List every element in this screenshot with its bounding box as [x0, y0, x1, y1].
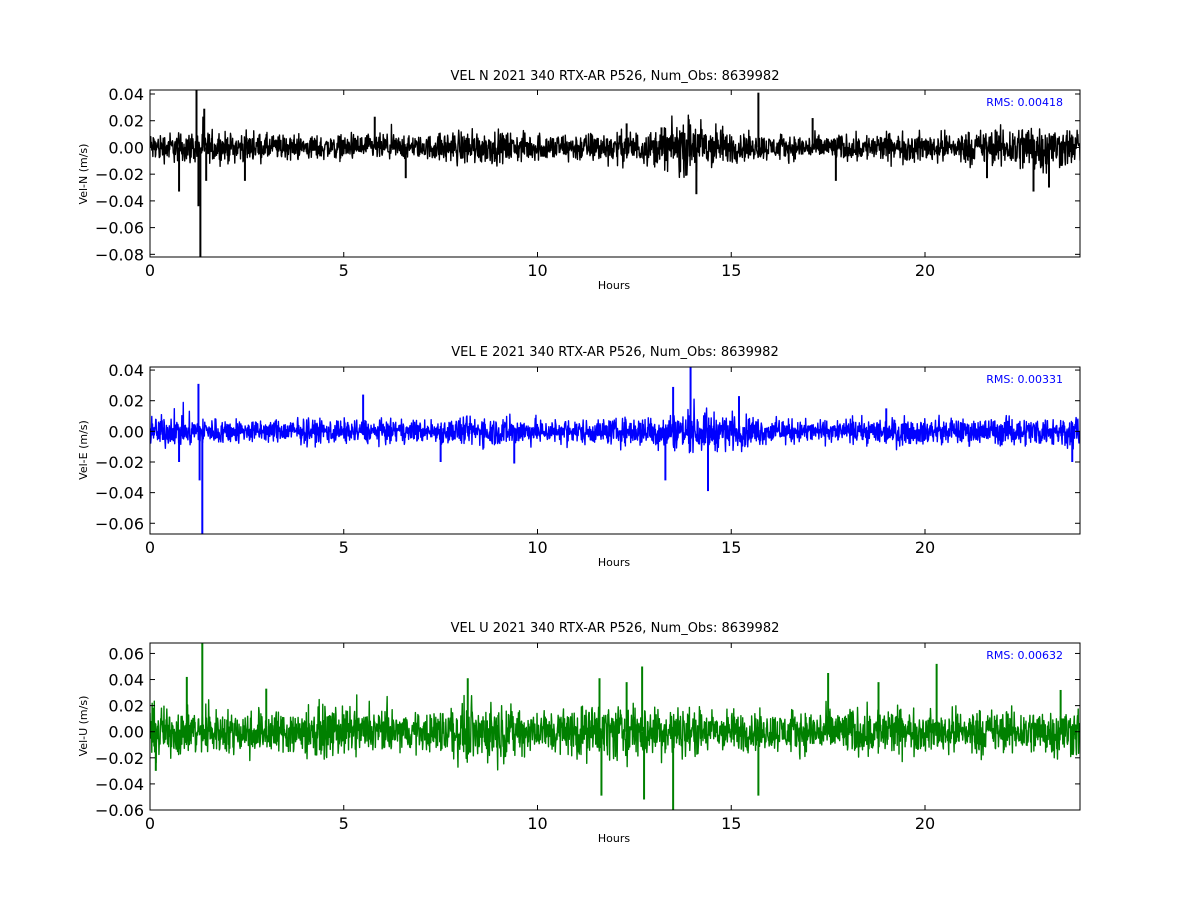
- x-tick-label: 0: [145, 261, 155, 280]
- x-tick-label: 5: [339, 538, 349, 557]
- x-tick-label: 15: [721, 538, 741, 557]
- series-line: [150, 398, 1080, 454]
- y-tick-label: 0.02: [108, 392, 144, 411]
- y-tick-label: 0.00: [108, 422, 144, 441]
- rms-annotation: RMS: 0.00418: [986, 96, 1063, 109]
- x-tick-label: 5: [339, 261, 349, 280]
- x-tick-label: 10: [527, 261, 547, 280]
- y-tick-label: −0.06: [95, 514, 144, 533]
- chart-title: VEL N 2021 340 RTX-AR P526, Num_Obs: 863…: [451, 69, 780, 84]
- plot-frame: [149, 89, 1081, 258]
- x-axis-label: Hours: [598, 279, 630, 292]
- x-tick-label: 10: [527, 814, 547, 833]
- x-tick-label: 5: [339, 814, 349, 833]
- x-tick-label: 15: [721, 261, 741, 280]
- plot-frame: [149, 366, 1081, 535]
- rms-annotation: RMS: 0.00632: [986, 649, 1063, 662]
- series-line: [150, 694, 1080, 771]
- y-tick-label: −0.04: [95, 484, 144, 503]
- x-tick-label: 0: [145, 814, 155, 833]
- y-tick-label: −0.02: [95, 165, 144, 184]
- y-tick-label: 0.02: [108, 697, 144, 716]
- y-tick-label: −0.02: [95, 453, 144, 472]
- y-tick-label: −0.04: [95, 192, 144, 211]
- chart-title: VEL E 2021 340 RTX-AR P526, Num_Obs: 863…: [451, 345, 778, 360]
- x-tick-label: 15: [721, 814, 741, 833]
- x-axis-label: Hours: [598, 832, 630, 845]
- y-tick-label: 0.00: [108, 723, 144, 742]
- y-axis-label: Vel-N (m/s): [77, 144, 90, 205]
- y-tick-label: −0.06: [95, 801, 144, 820]
- x-tick-label: 10: [527, 538, 547, 557]
- y-tick-label: 0.04: [108, 85, 144, 104]
- panel-vel-n: VEL N 2021 340 RTX-AR P526, Num_Obs: 863…: [77, 69, 1081, 292]
- y-tick-label: 0.04: [108, 671, 144, 690]
- y-tick-label: −0.08: [95, 245, 144, 264]
- y-tick-label: 0.06: [108, 644, 144, 663]
- plot-frame: [149, 642, 1081, 811]
- panel-vel-u: VEL U 2021 340 RTX-AR P526, Num_Obs: 863…: [77, 621, 1081, 845]
- chart-title: VEL U 2021 340 RTX-AR P526, Num_Obs: 863…: [451, 621, 780, 636]
- x-axis-label: Hours: [598, 556, 630, 569]
- rms-annotation: RMS: 0.00331: [986, 373, 1063, 386]
- y-axis-label: Vel-U (m/s): [77, 696, 90, 757]
- y-tick-label: −0.02: [95, 749, 144, 768]
- x-tick-label: 0: [145, 538, 155, 557]
- x-tick-label: 20: [915, 261, 935, 280]
- panel-vel-e: VEL E 2021 340 RTX-AR P526, Num_Obs: 863…: [77, 345, 1081, 569]
- y-tick-label: 0.02: [108, 112, 144, 131]
- series-line: [150, 114, 1080, 179]
- y-tick-label: 0.00: [108, 138, 144, 157]
- y-tick-label: −0.04: [95, 775, 144, 794]
- x-tick-label: 20: [915, 538, 935, 557]
- x-tick-label: 20: [915, 814, 935, 833]
- y-axis-label: Vel-E (m/s): [77, 420, 90, 480]
- y-tick-label: −0.06: [95, 219, 144, 238]
- y-tick-label: 0.04: [108, 361, 144, 380]
